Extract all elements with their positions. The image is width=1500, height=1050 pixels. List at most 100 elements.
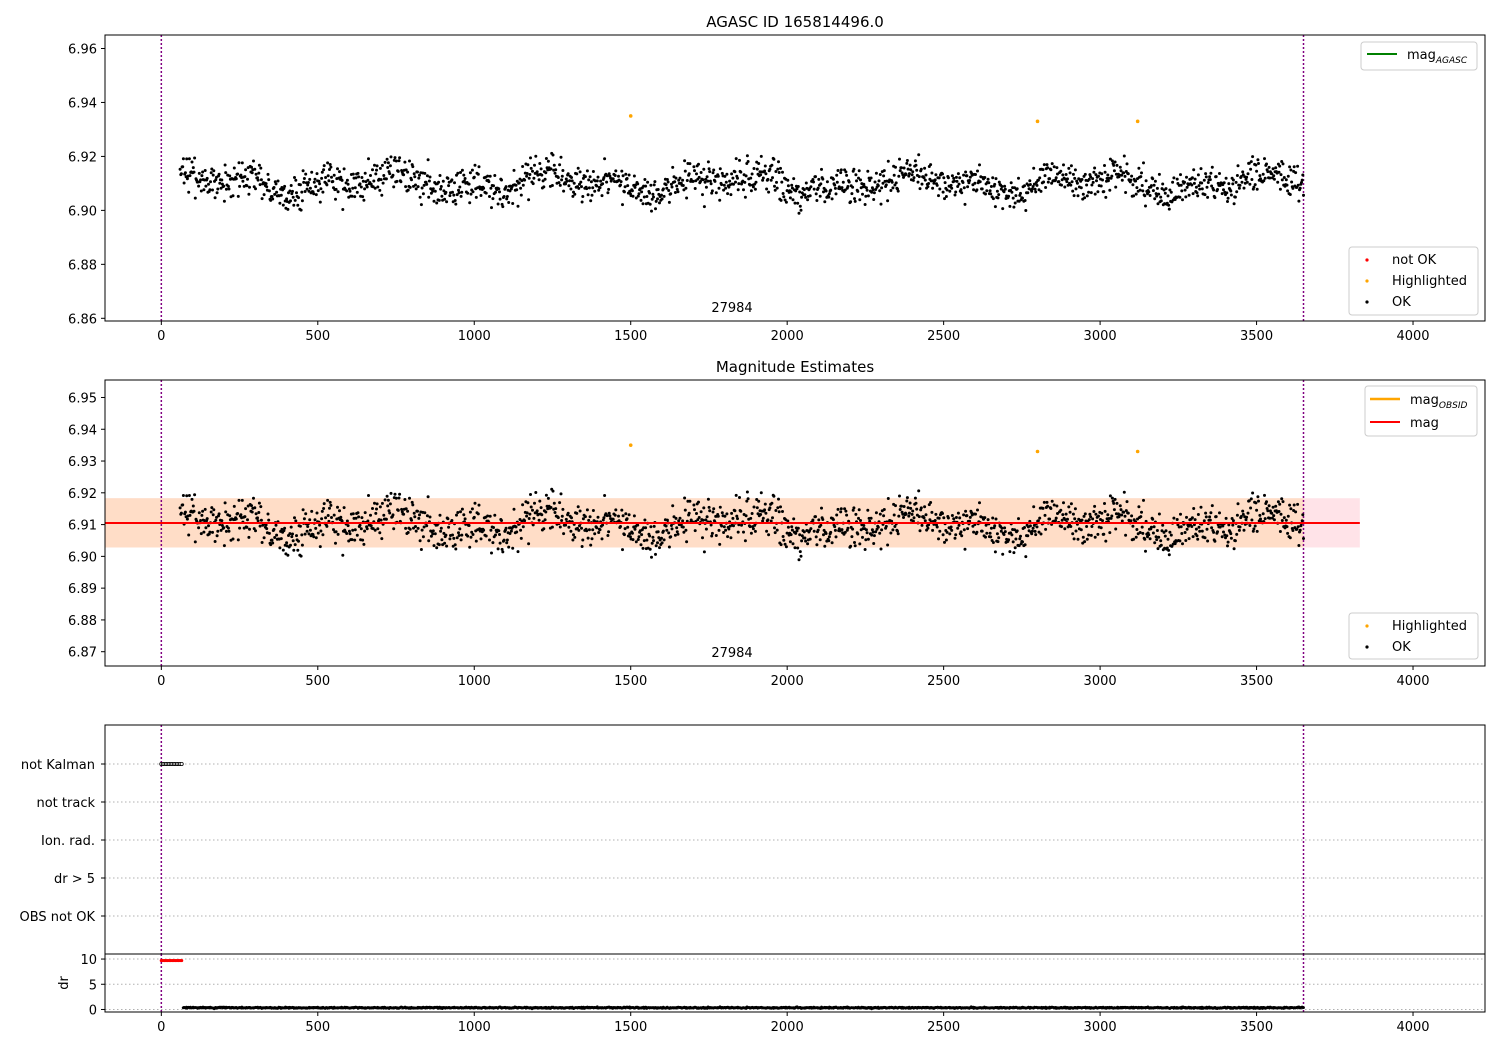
data-point bbox=[531, 508, 534, 512]
data-point bbox=[1272, 518, 1276, 522]
data-point bbox=[954, 516, 958, 519]
data-point bbox=[988, 531, 992, 535]
data-point bbox=[976, 169, 979, 173]
data-point bbox=[458, 527, 462, 531]
data-point bbox=[1278, 530, 1282, 533]
data-point bbox=[710, 531, 714, 535]
data-point bbox=[322, 507, 326, 510]
data-point bbox=[212, 169, 216, 173]
data-point bbox=[1179, 525, 1183, 529]
data-point bbox=[363, 187, 367, 191]
data-point bbox=[1069, 164, 1073, 168]
data-point bbox=[648, 202, 652, 206]
data-point bbox=[591, 170, 595, 173]
data-point bbox=[1028, 179, 1032, 183]
data-point bbox=[358, 182, 362, 186]
data-point bbox=[595, 184, 599, 188]
data-point bbox=[265, 527, 269, 531]
data-point bbox=[355, 533, 359, 537]
data-point bbox=[994, 177, 998, 181]
data-point bbox=[894, 181, 898, 185]
data-point bbox=[345, 519, 349, 523]
data-point bbox=[1253, 524, 1257, 528]
data-point bbox=[534, 154, 538, 158]
data-point bbox=[988, 189, 992, 193]
data-point bbox=[386, 161, 390, 165]
data-point bbox=[534, 491, 538, 494]
data-point bbox=[291, 532, 294, 536]
data-point bbox=[341, 208, 345, 211]
data-point bbox=[783, 198, 787, 202]
highlighted-point bbox=[628, 443, 633, 447]
data-point bbox=[999, 187, 1003, 191]
data-point bbox=[419, 548, 423, 551]
data-point bbox=[770, 501, 774, 505]
data-point bbox=[910, 173, 914, 177]
data-point bbox=[388, 172, 392, 176]
x-tick-label: 2000 bbox=[771, 329, 804, 344]
data-point bbox=[301, 169, 305, 173]
data-point bbox=[577, 186, 581, 190]
data-point bbox=[1140, 184, 1144, 187]
data-point bbox=[400, 510, 404, 514]
data-point bbox=[968, 179, 972, 182]
data-point bbox=[498, 197, 502, 201]
data-point bbox=[1212, 530, 1216, 534]
data-point bbox=[1195, 191, 1199, 195]
data-point bbox=[646, 180, 650, 184]
data-point bbox=[943, 197, 946, 201]
data-point bbox=[619, 180, 623, 184]
data-point bbox=[924, 513, 928, 517]
data-point bbox=[1144, 549, 1147, 553]
data-point bbox=[776, 167, 780, 171]
data-point bbox=[1258, 174, 1262, 178]
data-point bbox=[619, 525, 622, 528]
data-point bbox=[224, 510, 228, 514]
data-point bbox=[294, 519, 298, 523]
data-point bbox=[558, 501, 562, 505]
data-point bbox=[264, 523, 268, 527]
data-point bbox=[240, 498, 244, 502]
data-point bbox=[1202, 178, 1206, 182]
data-point bbox=[500, 519, 503, 522]
data-point bbox=[185, 177, 189, 181]
data-point bbox=[482, 186, 486, 190]
data-point bbox=[546, 159, 550, 163]
data-point bbox=[1076, 537, 1080, 541]
data-point bbox=[266, 512, 270, 516]
data-point bbox=[1028, 524, 1032, 528]
data-point bbox=[824, 532, 828, 535]
data-point bbox=[892, 173, 896, 177]
data-point bbox=[751, 527, 755, 531]
data-point bbox=[400, 507, 404, 511]
data-point bbox=[435, 201, 439, 205]
data-point bbox=[250, 165, 253, 169]
data-point bbox=[418, 539, 422, 543]
data-point bbox=[1233, 195, 1237, 199]
data-point bbox=[924, 173, 928, 177]
data-point bbox=[396, 169, 400, 173]
data-point bbox=[654, 552, 657, 556]
data-point bbox=[183, 171, 187, 175]
data-point bbox=[1049, 507, 1053, 510]
data-point bbox=[889, 189, 893, 192]
data-point bbox=[531, 169, 534, 173]
legend-label-not-ok: not OK bbox=[1392, 253, 1437, 268]
data-point bbox=[379, 178, 383, 182]
data-point bbox=[905, 161, 909, 165]
data-point bbox=[1069, 183, 1073, 187]
data-point bbox=[804, 195, 808, 199]
data-point bbox=[1290, 180, 1294, 184]
data-point bbox=[579, 180, 583, 184]
data-point bbox=[393, 492, 397, 496]
data-point bbox=[786, 519, 790, 523]
data-point bbox=[569, 187, 573, 191]
panel4-vlines bbox=[160, 954, 1305, 1012]
data-point bbox=[1023, 543, 1027, 547]
data-point bbox=[793, 201, 797, 205]
data-point bbox=[991, 541, 995, 544]
data-point bbox=[1204, 515, 1208, 519]
data-point bbox=[662, 538, 666, 542]
data-point bbox=[486, 514, 490, 518]
